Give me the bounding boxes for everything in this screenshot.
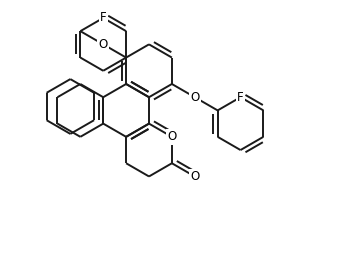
- Text: O: O: [190, 170, 199, 183]
- Text: O: O: [99, 38, 108, 51]
- Text: O: O: [190, 91, 199, 104]
- Text: O: O: [167, 130, 177, 143]
- Text: F: F: [100, 11, 107, 25]
- Text: F: F: [237, 91, 244, 104]
